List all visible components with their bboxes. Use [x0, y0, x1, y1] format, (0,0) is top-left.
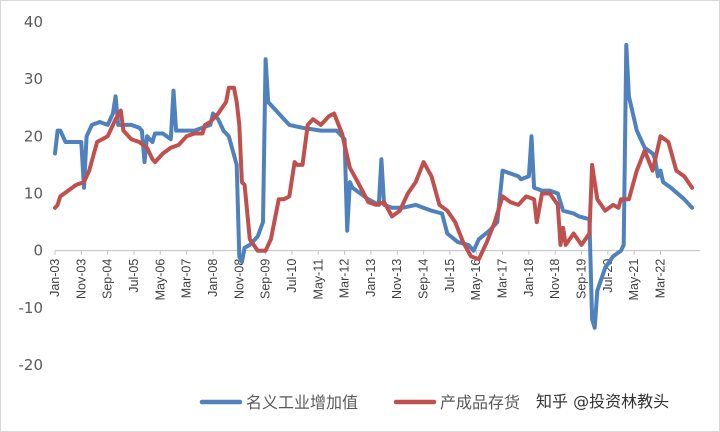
x-tick-label: Jan-13 [364, 259, 378, 297]
y-tick-label: 20 [24, 127, 43, 145]
x-tick-label: May-06 [153, 259, 167, 301]
x-tick-label: Mar-12 [338, 259, 352, 299]
series-line-industrial-value [53, 42, 695, 330]
y-tick-label: -10 [19, 299, 44, 317]
legend-label: 产成品存货 [440, 393, 520, 412]
y-tick-label: 30 [24, 70, 43, 88]
x-tick-label: Jul-05 [127, 259, 141, 293]
x-tick-label: Jul-10 [285, 259, 299, 293]
y-axis: -20 -10 0 10 20 30 40 [19, 13, 44, 374]
x-tick-label: May-11 [311, 259, 325, 300]
y-tick-label: 10 [24, 185, 43, 203]
x-tick-label: Nov-08 [232, 259, 246, 299]
y-tick-label: 40 [24, 13, 43, 31]
x-tick-label: Jan-03 [48, 259, 62, 297]
watermark-text: 知乎 @投资林教头 [536, 392, 669, 411]
series-line-inventory [53, 85, 695, 262]
legend-label: 名义工业增加值 [246, 393, 358, 412]
y-tick-label: 0 [33, 242, 43, 260]
x-tick-label: May-16 [469, 259, 483, 301]
y-tick-label: -20 [19, 356, 44, 374]
x-axis: Jan-03 Nov-03 Sep-04 Jul-05 May-06 Mar-07 Jan-… [48, 250, 668, 301]
x-tick-label: May-21 [627, 259, 641, 301]
x-tick-label: Nov-18 [548, 259, 562, 299]
x-tick-label: Mar-07 [180, 259, 194, 299]
legend: 名义工业增加值 产成品存货 [199, 393, 520, 412]
x-tick-label: Mar-17 [496, 259, 510, 299]
x-tick-label: Nov-03 [74, 259, 88, 299]
x-tick-label: Sep-19 [575, 259, 589, 299]
x-tick-label: Sep-09 [259, 259, 273, 299]
x-tick-label: Jan-08 [206, 259, 220, 297]
x-tick-label: Nov-13 [390, 259, 404, 299]
x-tick-label: Mar-22 [654, 259, 668, 299]
x-tick-label: Jul-15 [443, 259, 457, 293]
plot-area [53, 42, 695, 330]
x-tick-label: Jan-18 [522, 259, 536, 297]
x-tick-label: Sep-04 [101, 259, 115, 299]
x-tick-label: Sep-14 [417, 259, 431, 299]
